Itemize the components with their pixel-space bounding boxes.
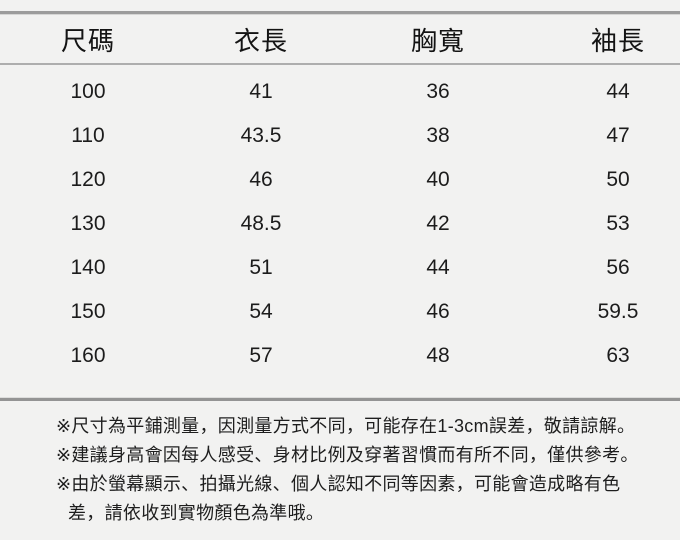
size-table-header-row: 尺碼 衣長 胸寬 袖長	[0, 15, 680, 63]
cell-chest-width: 42	[426, 212, 450, 235]
top-divider	[0, 11, 680, 15]
size-chart-page: 尺碼 衣長 胸寬 袖長 100 41 36 44 110 43.5 38 47 …	[0, 11, 680, 540]
note-color-difference-line2: 差，請依收到實物顏色為準哦。	[68, 503, 325, 523]
cell-size: 130	[70, 212, 106, 235]
header-divider	[0, 63, 680, 65]
cell-size: 110	[71, 124, 105, 147]
cell-sleeve-length: 56	[606, 256, 630, 279]
cell-garment-length: 54	[249, 300, 273, 323]
column-header-size: 尺碼	[60, 25, 115, 56]
table-row: 160 57 48 63	[0, 334, 680, 378]
note-height-recommendation: ※建議身高會因每人感受、身材比例及穿著習慣而有所不同，僅供參考。	[56, 445, 639, 465]
table-row: 150 54 46 59.5	[0, 290, 680, 334]
cell-size: 100	[70, 80, 106, 103]
cell-garment-length: 48.5	[240, 212, 282, 235]
cell-size: 140	[70, 256, 106, 279]
column-header-sleeve-length: 袖長	[590, 25, 645, 56]
table-bottom-divider	[0, 397, 680, 401]
note-measurement-tolerance: ※尺寸為平鋪測量，因測量方式不同，可能存在1-3cm誤差，敬請諒解。	[56, 416, 636, 436]
cell-garment-length: 43.5	[240, 124, 282, 147]
cell-sleeve-length: 63	[606, 344, 630, 367]
table-row: 130 48.5 42 53	[0, 202, 680, 246]
cell-garment-length: 41	[249, 80, 273, 103]
table-row: 100 41 36 44	[0, 70, 680, 114]
column-header-chest-width: 胸寬	[410, 25, 465, 56]
cell-size: 150	[70, 300, 106, 323]
cell-sleeve-length: 50	[606, 168, 630, 191]
cell-chest-width: 40	[426, 168, 450, 191]
note-color-difference-line1: ※由於螢幕顯示、拍攝光線、個人認知不同等因素，可能會造成略有色	[56, 474, 621, 494]
cell-sleeve-length: 59.5	[597, 300, 639, 323]
cell-size: 120	[70, 168, 106, 191]
table-row: 140 51 44 56	[0, 246, 680, 290]
size-table-body: 100 41 36 44 110 43.5 38 47 120 46 40 50…	[0, 65, 680, 397]
column-header-garment-length: 衣長	[233, 25, 288, 56]
cell-sleeve-length: 53	[606, 212, 630, 235]
cell-chest-width: 46	[426, 300, 450, 323]
cell-chest-width: 38	[426, 124, 450, 147]
cell-chest-width: 48	[426, 344, 450, 367]
cell-garment-length: 46	[249, 168, 273, 191]
disclaimer-notes: ※尺寸為平鋪測量，因測量方式不同，可能存在1-3cm誤差，敬請諒解。 ※建議身高…	[0, 401, 680, 528]
table-row: 110 43.5 38 47	[0, 114, 680, 158]
cell-size: 160	[70, 344, 106, 367]
cell-garment-length: 51	[249, 256, 273, 279]
cell-chest-width: 36	[426, 80, 450, 103]
table-row: 120 46 40 50	[0, 158, 680, 202]
cell-sleeve-length: 47	[606, 124, 630, 147]
cell-sleeve-length: 44	[606, 80, 630, 103]
cell-garment-length: 57	[249, 344, 273, 367]
cell-chest-width: 44	[426, 256, 450, 279]
